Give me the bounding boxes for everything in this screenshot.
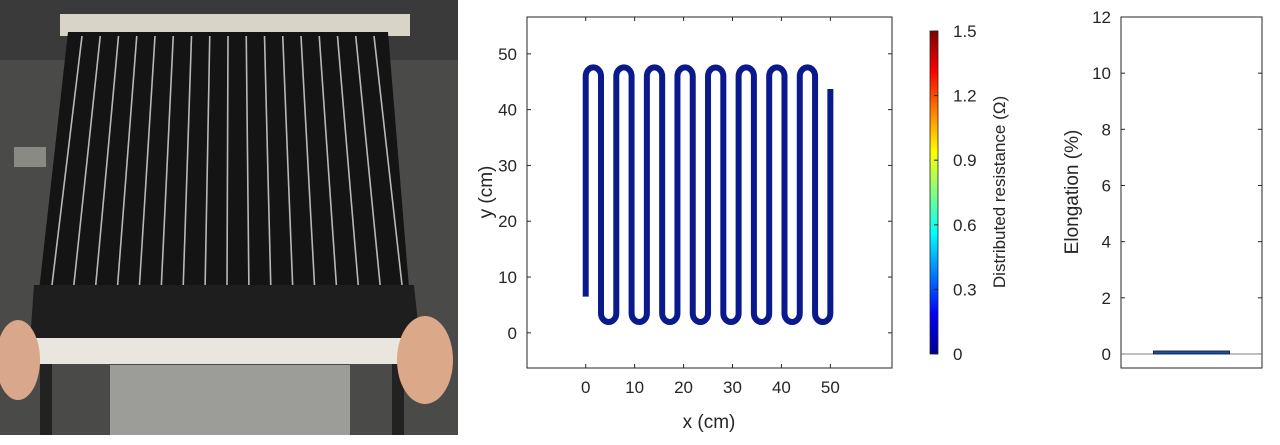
fabric-conductor-line [138, 35, 156, 286]
colorbar-tick-label: 0 [953, 345, 962, 364]
serpentine-line [582, 64, 834, 325]
y-tick-label: 50 [498, 45, 517, 64]
clamp-bar [28, 338, 418, 364]
elongation-bar [1153, 350, 1230, 355]
colorbar-tick-label: 0.6 [953, 216, 977, 235]
fabric-conductor-line [281, 35, 294, 286]
fabric-conductor-line [318, 35, 338, 286]
colorbar-tick-label: 1.2 [953, 87, 977, 106]
bar-y-tick-label: 2 [1102, 289, 1111, 308]
bar-y-tick-label: 4 [1102, 233, 1111, 252]
bar-y-tick-label: 0 [1102, 345, 1111, 364]
elongation-chart: 0 2 4 6 8 10 12 Elongation (%) [1062, 8, 1263, 369]
colorbar: 0 0.3 0.6 0.9 1.2 1.5 Distributed resistance … [929, 22, 1009, 364]
fabric-conductor-line [116, 35, 138, 286]
y-tick-label: 30 [498, 156, 517, 175]
fabric-conductor-line [73, 35, 102, 286]
y-tick-label: 40 [498, 101, 517, 120]
x-tick-label: 50 [821, 378, 840, 397]
left-hand [0, 320, 40, 400]
y-tick-label: 0 [508, 324, 517, 343]
y-tick-label: 20 [498, 212, 517, 231]
fabric-conductor-line [226, 35, 229, 286]
fabric-conductor-line [336, 35, 360, 286]
fabric-conductor-line [373, 35, 403, 286]
fabric-conductor-line [245, 35, 250, 286]
colorbar-tick-label: 1.5 [953, 22, 977, 41]
x-tick-label: 20 [674, 378, 693, 397]
colorbar-gradient [929, 30, 939, 355]
y-axis-label: y (cm) [476, 166, 497, 219]
bar-y-axis-label: Elongation (%) [1062, 130, 1083, 255]
colorbar-label: Distributed resistance (Ω) [990, 96, 1009, 288]
x-tick-label: 40 [772, 378, 791, 397]
fabric-conductor-line [263, 35, 272, 286]
x-tick-label: 10 [625, 378, 644, 397]
y-tick-label: 10 [498, 268, 517, 287]
bar-y-tick-label: 12 [1092, 8, 1111, 27]
fabric-conductor-line [182, 35, 193, 286]
fabric-conductor-line [204, 35, 211, 286]
fabric-conductor-line [300, 35, 316, 286]
bar-axes [1120, 16, 1263, 369]
x-axis-label: x (cm) [683, 412, 736, 433]
colorbar-tick-label: 0.3 [953, 280, 977, 299]
experiment-photo [0, 0, 458, 435]
bar-y-tick-label: 10 [1092, 64, 1111, 83]
right-hand [397, 316, 453, 404]
fabric-conductor-line [354, 35, 381, 286]
x-tick-label: 30 [723, 378, 742, 397]
fabric [38, 32, 410, 300]
x-tick-label: 0 [581, 378, 590, 397]
fabric-conductor-line [160, 35, 175, 286]
bar-y-tick-label: 6 [1102, 176, 1111, 195]
floor-vent [14, 147, 46, 167]
serpentine-plot: 0 10 20 30 40 50 0 10 20 30 40 50 x (cm) y (cm) [476, 16, 893, 433]
colorbar-tick-label: 0.9 [953, 151, 977, 170]
bar-y-tick-label: 8 [1102, 120, 1111, 139]
fabric-conductor-line [94, 35, 120, 286]
fabric-conductor-line [51, 35, 83, 286]
